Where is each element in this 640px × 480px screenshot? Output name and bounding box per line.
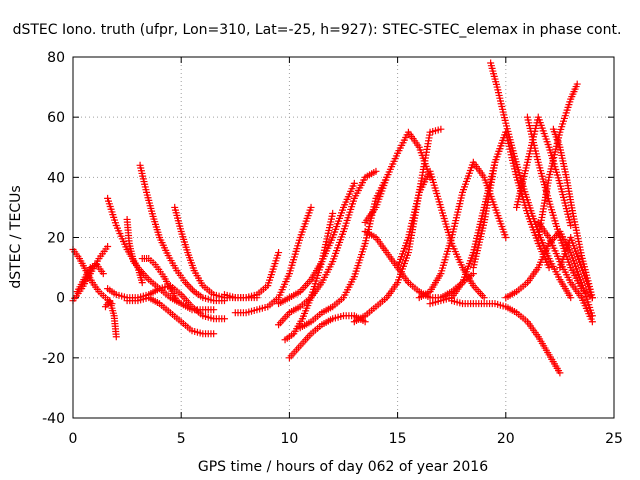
data-point — [567, 294, 575, 302]
series-15 — [275, 167, 380, 329]
x-axis-label: GPS time / hours of day 062 of year 2016 — [198, 459, 488, 475]
series-16 — [275, 179, 358, 308]
x-tick-label: 5 — [177, 431, 186, 447]
data-point — [573, 80, 581, 88]
x-tick-label: 10 — [280, 431, 298, 447]
y-tick-label: 0 — [56, 291, 65, 307]
x-tick-label: 25 — [605, 431, 623, 447]
y-tick-label: 40 — [47, 170, 65, 186]
data-point — [350, 179, 358, 187]
series-14 — [281, 209, 337, 344]
series-27 — [469, 128, 553, 272]
y-axis-label: dSTEC / TECUs — [8, 185, 24, 288]
series-33 — [556, 234, 596, 302]
series-12 — [220, 249, 283, 302]
series-9 — [138, 255, 181, 305]
series-3 — [73, 261, 107, 296]
data-point — [545, 264, 553, 272]
data-point — [220, 315, 228, 323]
data-point — [185, 282, 193, 290]
data-point — [480, 294, 488, 302]
data-point — [210, 330, 218, 338]
y-tick-label: 20 — [47, 231, 65, 247]
y-tick-label: 80 — [47, 50, 65, 66]
series-7 — [123, 215, 146, 287]
data-point — [275, 249, 283, 257]
data-point — [372, 167, 380, 175]
x-tick-label: 0 — [69, 431, 78, 447]
x-tick-label: 20 — [497, 431, 515, 447]
data-point — [210, 306, 218, 314]
y-tick-label: 60 — [47, 110, 65, 126]
series-10 — [123, 294, 218, 338]
data-point — [187, 284, 195, 292]
data-point — [588, 318, 596, 326]
data-point — [437, 125, 445, 133]
series-5 — [104, 282, 228, 323]
data-point — [183, 280, 191, 288]
data-point — [556, 369, 564, 377]
data-point — [173, 297, 181, 305]
data-point — [588, 294, 596, 302]
series-11 — [171, 203, 261, 302]
data-point — [138, 279, 146, 287]
series-23 — [415, 158, 510, 302]
data-point — [188, 286, 196, 294]
axis-ticks: -40 -20 0 20 40 60 80 0 5 10 15 20 25 — [42, 50, 623, 447]
y-tick-label: -40 — [42, 411, 65, 427]
data-point — [112, 333, 120, 341]
chart-title: dSTEC Iono. truth (ufpr, Lon=310, Lat=-2… — [13, 22, 622, 38]
data-point — [469, 270, 477, 278]
series-13 — [231, 203, 315, 317]
data-point — [329, 209, 337, 217]
plot-frame — [72, 56, 615, 419]
data-point — [361, 318, 369, 326]
data-point — [567, 221, 575, 229]
y-tick-label: -20 — [42, 351, 65, 367]
series-25 — [448, 297, 564, 377]
series-2 — [69, 243, 112, 305]
x-tick-label: 15 — [389, 431, 407, 447]
data-point — [104, 243, 112, 251]
data-point — [502, 234, 510, 241]
series-34 — [513, 113, 575, 229]
series-17 — [285, 312, 369, 362]
data-point — [307, 203, 315, 211]
data-points — [69, 59, 596, 377]
series-4 — [101, 297, 120, 341]
data-point — [99, 270, 107, 278]
series-31 — [534, 218, 596, 326]
